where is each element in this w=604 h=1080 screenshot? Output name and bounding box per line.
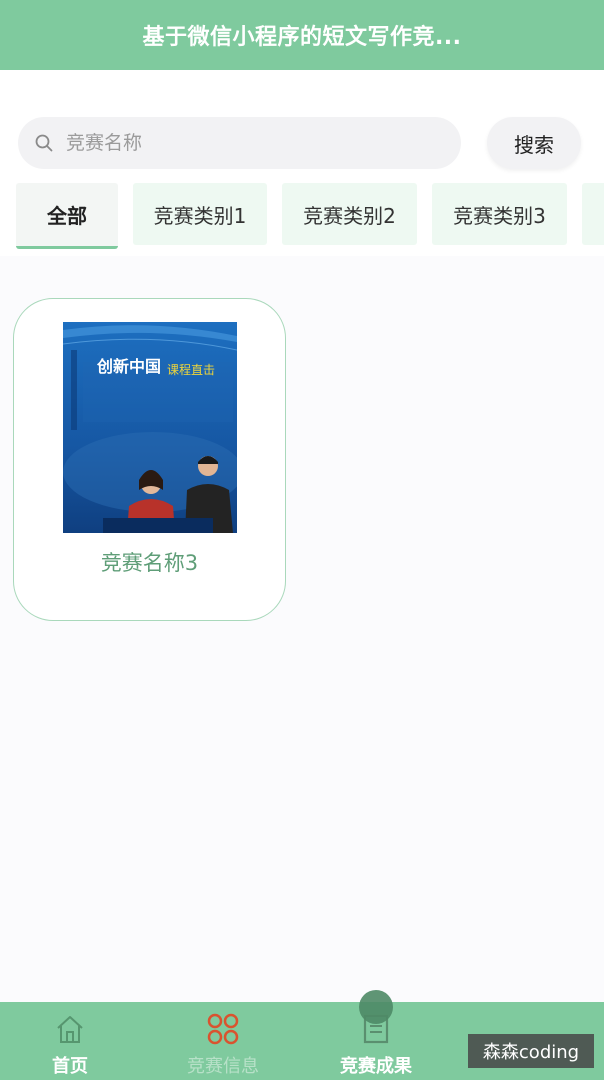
app-header: 基于微信小程序的短文写作竞... [0, 0, 604, 70]
category-tabs: 全部 竞赛类别1 竞赛类别2 竞赛类别3 [0, 183, 604, 249]
search-button[interactable]: 搜索 [487, 117, 581, 169]
nav-label-home: 首页 [52, 1056, 88, 1077]
tab-overflow[interactable] [582, 183, 604, 245]
search-icon [35, 134, 53, 152]
search-input[interactable] [64, 131, 428, 155]
card-title[interactable]: 竞赛名称3 [100, 551, 199, 575]
tab-category-3[interactable]: 竞赛类别3 [432, 183, 567, 245]
page-title: 基于微信小程序的短文写作竞... [142, 25, 462, 50]
nav-label-competition-results: 竞赛成果 [340, 1056, 412, 1077]
nav-item-home[interactable]: 首页 [0, 1002, 145, 1080]
svg-text:创新中国: 创新中国 [96, 357, 161, 376]
clover-icon [207, 1013, 239, 1045]
book-cover-image[interactable]: 创新中国 课程直击 [63, 322, 237, 533]
competition-card[interactable]: 创新中国 课程直击 竞赛名称3 [13, 298, 286, 621]
nav-item-competition-info[interactable]: 竞赛信息 [148, 1002, 298, 1080]
tab-all[interactable]: 全部 [16, 183, 118, 249]
home-icon [57, 1016, 83, 1043]
svg-text:课程直击: 课程直击 [167, 362, 215, 377]
search-bar[interactable] [18, 117, 461, 169]
nav-label-competition-info: 竞赛信息 [187, 1056, 259, 1077]
touch-indicator [359, 990, 393, 1024]
tab-category-2[interactable]: 竞赛类别2 [282, 183, 417, 245]
tab-category-1[interactable]: 竞赛类别1 [133, 183, 267, 245]
watermark: 森森coding [468, 1034, 594, 1068]
